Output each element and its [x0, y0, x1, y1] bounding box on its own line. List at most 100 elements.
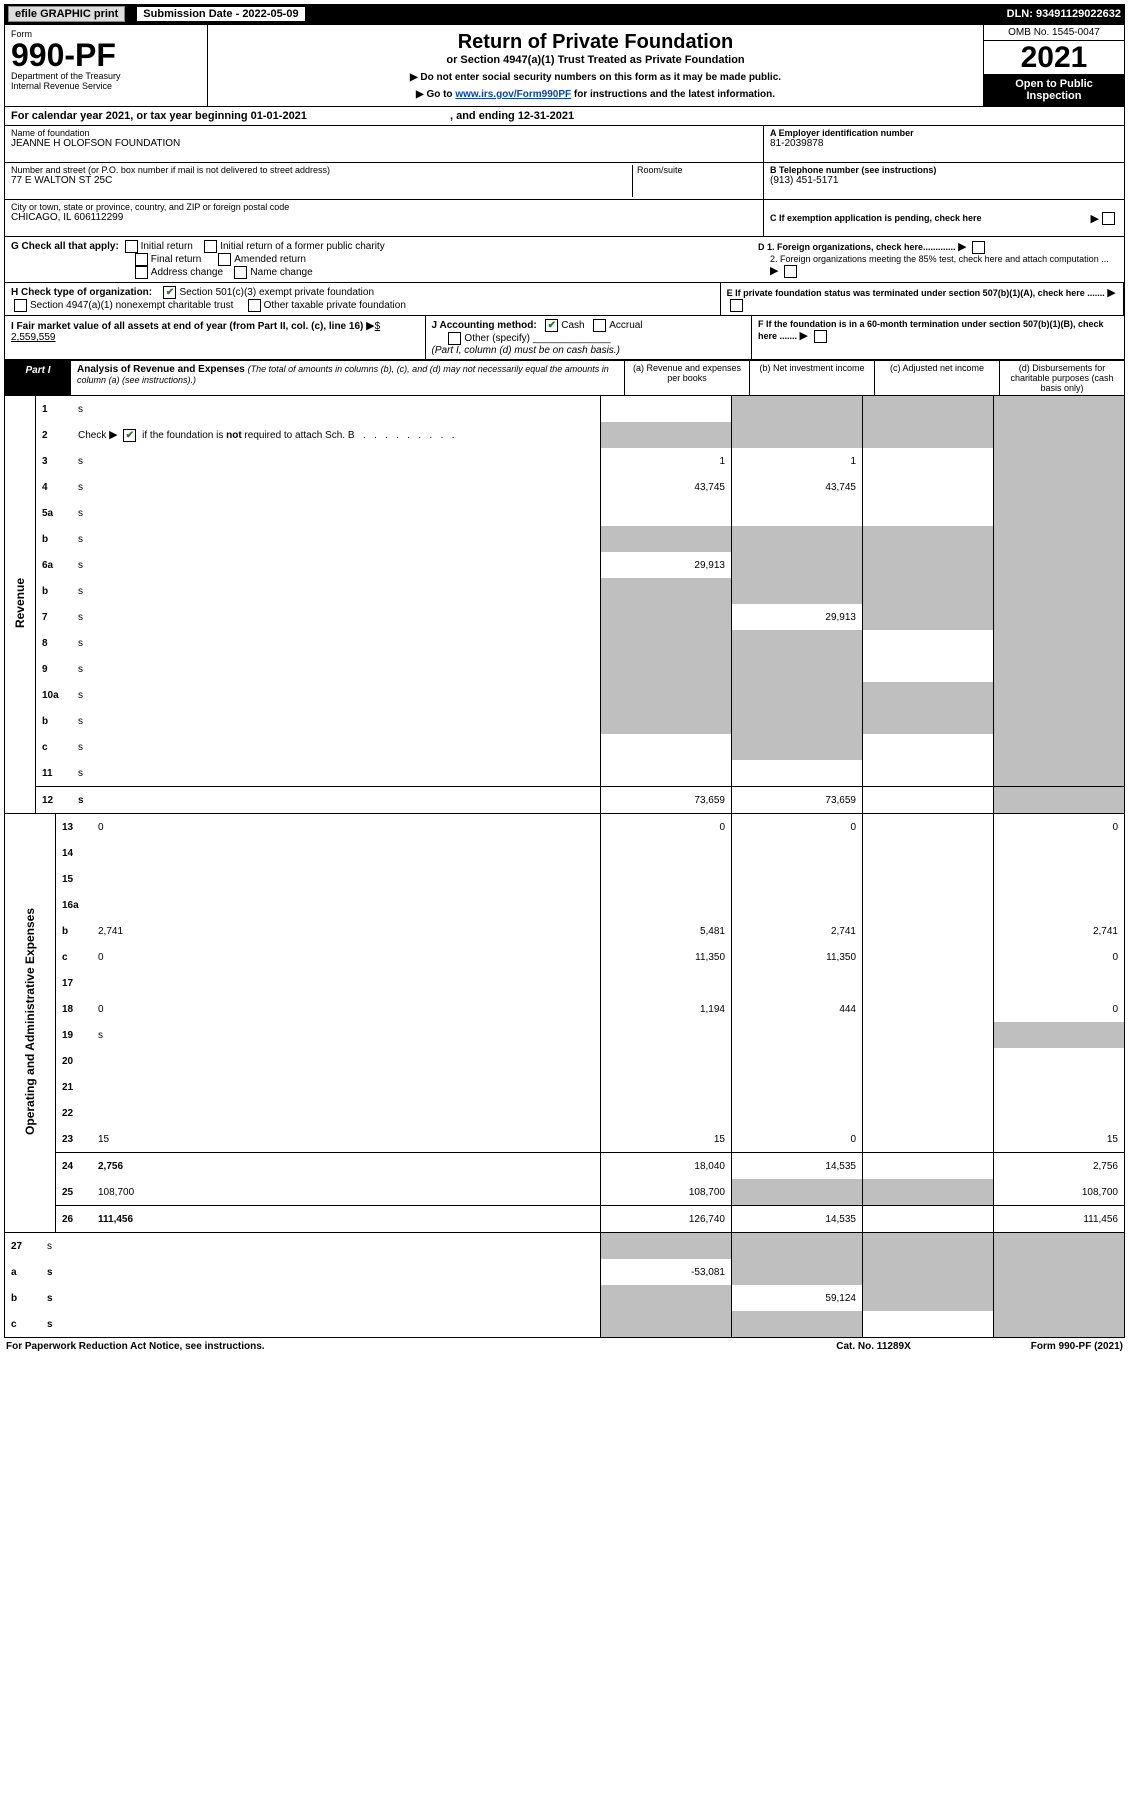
table-cell: [863, 760, 994, 787]
line-desc: 15: [94, 1126, 601, 1153]
g-address-checkbox[interactable]: [135, 266, 148, 279]
table-cell: [863, 526, 994, 552]
d2-label: 2. Foreign organizations meeting the 85%…: [770, 254, 1109, 264]
e-checkbox[interactable]: [730, 299, 743, 312]
g-initial-checkbox[interactable]: [125, 240, 138, 253]
table-cell: [601, 500, 732, 526]
line-number: c: [56, 944, 95, 970]
h-other-checkbox[interactable]: [248, 299, 261, 312]
f-checkbox[interactable]: [814, 330, 827, 343]
line-number: 24: [56, 1153, 95, 1180]
h-4947: Section 4947(a)(1) nonexempt charitable …: [30, 300, 233, 311]
table-cell: [994, 1022, 1125, 1048]
table-cell: [863, 892, 994, 918]
j-accrual: Accrual: [609, 320, 642, 331]
i-label: I Fair market value of all assets at end…: [11, 321, 363, 332]
table-cell: [601, 630, 732, 656]
table-cell: [732, 840, 863, 866]
line-desc: [94, 1074, 601, 1100]
table-cell: 0: [732, 814, 863, 840]
table-cell: [601, 1233, 732, 1259]
table-cell: [732, 866, 863, 892]
line-desc: s: [74, 630, 601, 656]
efile-print-button[interactable]: efile GRAPHIC print: [8, 6, 125, 22]
h-501c3-checkbox[interactable]: [163, 286, 176, 299]
table-cell: 14,535: [732, 1153, 863, 1180]
h-4947-checkbox[interactable]: [14, 299, 27, 312]
g-initial-former-checkbox[interactable]: [204, 240, 217, 253]
c-checkbox[interactable]: [1102, 212, 1115, 225]
table-cell: [994, 526, 1125, 552]
table-cell: -53,081: [601, 1259, 732, 1285]
table-cell: 73,659: [601, 787, 732, 814]
table-cell: [732, 734, 863, 760]
table-cell: [863, 840, 994, 866]
table-cell: [732, 1048, 863, 1074]
table-cell: [863, 552, 994, 578]
j-accrual-checkbox[interactable]: [593, 319, 606, 332]
side-label: Revenue: [5, 396, 36, 814]
table-cell: 111,456: [994, 1206, 1125, 1233]
d2-checkbox[interactable]: [784, 265, 797, 278]
table-cell: [601, 656, 732, 682]
g-final-checkbox[interactable]: [135, 253, 148, 266]
form-number: 990-PF: [11, 39, 201, 71]
foundation-name: JEANNE H OLOFSON FOUNDATION: [11, 138, 757, 149]
table-cell: [601, 422, 732, 448]
table-cell: [863, 866, 994, 892]
table-cell: [863, 787, 994, 814]
table-cell: [994, 840, 1125, 866]
footer-form: Form 990-PF (2021): [1031, 1341, 1123, 1352]
address-cell: Number and street (or P.O. box number if…: [5, 163, 763, 200]
line-desc: s: [74, 396, 601, 422]
j-cash-checkbox[interactable]: [545, 319, 558, 332]
form-title: Return of Private Foundation: [216, 31, 975, 54]
section-g: G Check all that apply: Initial return I…: [4, 237, 1125, 283]
table-cell: [601, 526, 732, 552]
g-name-checkbox[interactable]: [234, 266, 247, 279]
arrow-icon: ▶: [800, 330, 808, 342]
line-desc: Check ▶ if the foundation is not require…: [74, 422, 601, 448]
form990pf-link[interactable]: www.irs.gov/Form990PF: [455, 89, 571, 100]
table-cell: [601, 682, 732, 708]
exemption-cell: C If exemption application is pending, c…: [764, 200, 1124, 237]
e-label: E If private foundation status was termi…: [727, 288, 1105, 298]
tax-year: 2021: [984, 41, 1124, 74]
table-cell: [863, 448, 994, 474]
table-cell: [732, 1233, 863, 1259]
phone-value: (913) 451-5171: [770, 175, 1118, 186]
line-number: c: [5, 1311, 44, 1338]
table-cell: [994, 656, 1125, 682]
info-grid: Name of foundation JEANNE H OLOFSON FOUN…: [4, 126, 1125, 237]
arrow-icon: ▶: [366, 320, 374, 332]
ein-value: 81-2039878: [770, 138, 1118, 149]
table-cell: [863, 1233, 994, 1259]
line-number: 11: [36, 760, 75, 787]
table-cell: [994, 1259, 1125, 1285]
table-cell: 29,913: [732, 604, 863, 630]
table-cell: [994, 734, 1125, 760]
table-cell: 1,194: [601, 996, 732, 1022]
line-number: 26: [56, 1206, 95, 1233]
table-cell: 444: [732, 996, 863, 1022]
line-number: 27: [5, 1233, 44, 1259]
line-desc: [94, 892, 601, 918]
addr-label: Number and street (or P.O. box number if…: [11, 165, 632, 175]
table-cell: 0: [994, 814, 1125, 840]
table-cell: [994, 1074, 1125, 1100]
j-other-checkbox[interactable]: [448, 332, 461, 345]
table-cell: [863, 1311, 994, 1338]
page-footer: For Paperwork Reduction Act Notice, see …: [4, 1338, 1125, 1355]
table-cell: [863, 814, 994, 840]
line-number: 3: [36, 448, 75, 474]
g-amended-checkbox[interactable]: [218, 253, 231, 266]
d1-checkbox[interactable]: [972, 241, 985, 254]
submission-date: Submission Date - 2022-05-09: [137, 7, 304, 21]
line-number: c: [36, 734, 75, 760]
city-cell: City or town, state or province, country…: [5, 200, 763, 237]
line-number: b: [56, 918, 95, 944]
table-cell: [601, 604, 732, 630]
table-cell: 11,350: [601, 944, 732, 970]
table-cell: [994, 500, 1125, 526]
line-desc: s: [74, 760, 601, 787]
